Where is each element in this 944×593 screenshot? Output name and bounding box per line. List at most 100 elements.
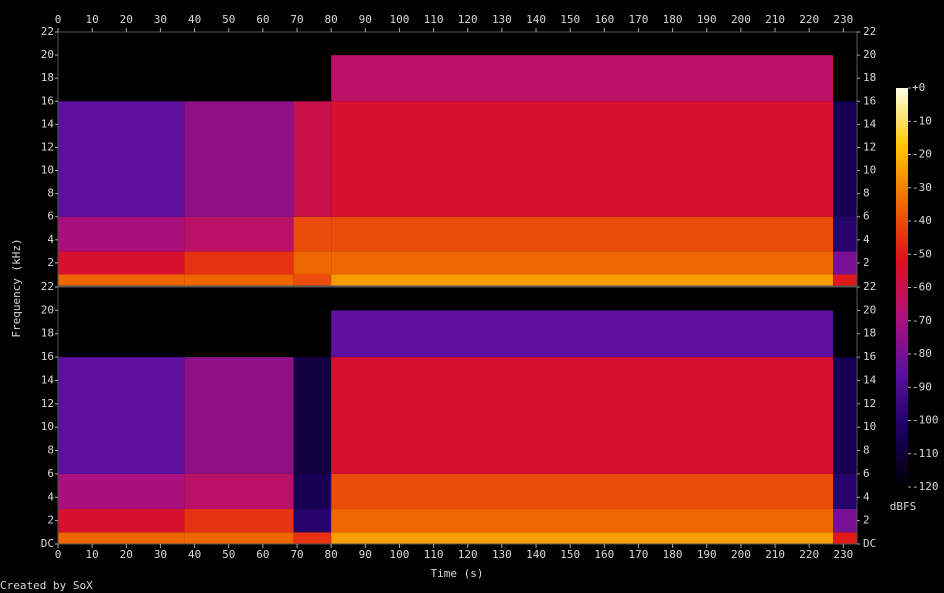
y-tick-label-right: 16 [863, 94, 876, 107]
spectrum-cell [833, 55, 857, 102]
y-tick-label: 18 [41, 71, 54, 84]
spectrum-cell [833, 287, 857, 311]
spectrum-cell [331, 508, 834, 533]
y-tick-label-right: 22 [863, 280, 876, 293]
panel-border [57, 31, 858, 287]
y-tick-label: 14 [41, 373, 55, 386]
y-tick-label-right: 20 [863, 48, 876, 61]
colorbar-label: dBFS [890, 500, 917, 513]
y-tick-label-right: 18 [863, 71, 876, 84]
x-tick-label-top: 190 [697, 13, 717, 26]
x-tick-label: 170 [629, 548, 649, 561]
spectrum-cell [58, 310, 185, 358]
x-tick-label: 160 [594, 548, 614, 561]
y-tick-label-right: 6 [863, 210, 870, 223]
x-tick-label-top: 140 [526, 13, 546, 26]
x-tick-label: 220 [799, 548, 819, 561]
x-tick-label-top: 100 [390, 13, 410, 26]
colorbar-tick-label: -120 [912, 480, 939, 493]
spectrum-cell [833, 251, 857, 275]
x-tick-label: 80 [325, 548, 338, 561]
x-tick-label: 180 [663, 548, 683, 561]
colorbar-tick-label: -90 [912, 380, 932, 393]
spectrum-cell [58, 55, 185, 102]
spectrum-cell [58, 508, 185, 533]
x-tick-label: 230 [833, 548, 853, 561]
spectrum-cell [833, 532, 857, 544]
spectrum-cell [184, 216, 294, 252]
x-tick-label: 130 [492, 548, 512, 561]
spectrum-cell [58, 532, 185, 544]
x-tick-label-top: 80 [325, 13, 338, 26]
y-tick-label-right: 4 [863, 233, 870, 246]
colorbar-tick-label: -100 [912, 414, 939, 427]
colorbar-tick-label: -30 [912, 181, 932, 194]
y-tick-label-right: 10 [863, 164, 876, 177]
spectrum-cell [184, 55, 294, 102]
spectrum-cell [184, 251, 294, 275]
x-tick-label: 100 [390, 548, 410, 561]
spectrum-cell [293, 357, 332, 474]
x-tick-label: 50 [222, 548, 235, 561]
colorbar-tick-label: +0 [912, 81, 925, 94]
spectrum-cell [293, 251, 332, 275]
footer: Created by SoX [0, 579, 93, 592]
spectrum-cell [331, 251, 834, 275]
y-tick-label-right: 14 [863, 117, 877, 130]
spectrum-cell [331, 310, 834, 358]
spectrum-cell [833, 216, 857, 252]
colorbar-tick-label: -40 [912, 214, 932, 227]
y-tick-label-right: 20 [863, 303, 876, 316]
y-tick-label-right: 4 [863, 490, 870, 503]
x-tick-label-top: 30 [154, 13, 167, 26]
y-tick-label: 10 [41, 420, 54, 433]
x-tick-label: 90 [359, 548, 372, 561]
x-axis-label: Time (s) [431, 567, 484, 580]
spectrum-cell [293, 32, 332, 56]
x-tick-label-top: 130 [492, 13, 512, 26]
y-tick-label: 2 [47, 514, 54, 527]
x-tick-label-top: 230 [833, 13, 853, 26]
colorbar-tick-label: -110 [912, 447, 939, 460]
spectrum-cell [833, 32, 857, 56]
y-tick-label: 14 [41, 117, 55, 130]
y-tick-label: 12 [41, 140, 54, 153]
y-tick-label: 10 [41, 164, 54, 177]
spectrum-cell [331, 532, 834, 544]
y-tick-label: 4 [47, 233, 54, 246]
x-tick-label-top: 180 [663, 13, 683, 26]
spectrum-cell [293, 508, 332, 533]
spectrum-cell [833, 508, 857, 533]
spectrum-cell [184, 274, 294, 286]
spectrum-cell [184, 287, 294, 311]
colorbar-tick-label: -50 [912, 247, 932, 260]
y-tick-label-right: 22 [863, 25, 876, 38]
y-tick-label-right: 2 [863, 514, 870, 527]
spectrum-cell [331, 101, 834, 217]
y-tick-label-right: 8 [863, 187, 870, 200]
y-tick-label: 8 [47, 444, 54, 457]
x-tick-label: 20 [120, 548, 133, 561]
x-tick-label: 150 [560, 548, 580, 561]
y-tick-label-right: 14 [863, 373, 877, 386]
x-tick-label-top: 70 [290, 13, 303, 26]
y-tick-label: 20 [41, 48, 54, 61]
x-tick-label-top: 160 [594, 13, 614, 26]
spectrum-cell [58, 473, 185, 509]
x-tick-label-top: 210 [765, 13, 785, 26]
y-tick-label: 18 [41, 327, 54, 340]
spectrum-cell [58, 32, 185, 56]
spectrum-cell [293, 310, 332, 358]
x-tick-label-top: 20 [120, 13, 133, 26]
x-tick-label-top: 50 [222, 13, 235, 26]
spectrum-cell [331, 274, 834, 286]
y-tick-label-right: 18 [863, 327, 876, 340]
y-tick-label: 16 [41, 350, 54, 363]
x-tick-label: 200 [731, 548, 751, 561]
spectrum-cell [184, 101, 294, 217]
x-tick-label: 30 [154, 548, 167, 561]
spectrum-cell [833, 101, 857, 217]
spectrum-cell [58, 216, 185, 252]
spectrum-cell [184, 532, 294, 544]
